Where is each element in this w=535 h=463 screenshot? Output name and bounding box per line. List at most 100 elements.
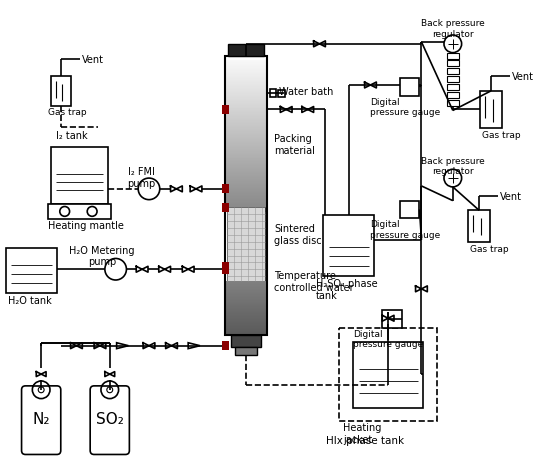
Bar [226, 143, 265, 144]
Bar [226, 287, 265, 288]
Bar [226, 191, 265, 192]
Bar [226, 133, 265, 134]
Text: H₂O tank: H₂O tank [8, 296, 51, 306]
Bar [226, 320, 265, 321]
Bar [226, 105, 265, 106]
Bar [222, 184, 229, 193]
Bar [227, 207, 265, 281]
FancyBboxPatch shape [90, 386, 129, 455]
Bar [226, 333, 265, 334]
Bar [226, 164, 265, 165]
Bar [226, 88, 265, 89]
Bar [226, 99, 265, 100]
Bar [226, 67, 265, 69]
Text: Digital
pressure gauge: Digital pressure gauge [370, 220, 441, 240]
Bar [226, 194, 265, 195]
Bar [447, 53, 458, 58]
Bar [226, 325, 265, 326]
Bar [226, 107, 265, 109]
Circle shape [444, 35, 462, 53]
Bar [226, 130, 265, 131]
Bar [226, 316, 265, 317]
Bar [226, 315, 265, 316]
Bar [226, 178, 265, 179]
Bar [447, 92, 458, 98]
Bar [226, 159, 265, 161]
Bar [226, 182, 265, 183]
Text: I₂ tank: I₂ tank [56, 131, 88, 141]
Bar [226, 128, 265, 129]
Bar [226, 147, 265, 148]
Bar [51, 76, 71, 106]
Text: I₂ FMI
pump: I₂ FMI pump [127, 167, 155, 189]
Bar [226, 317, 265, 319]
Bar [222, 262, 229, 271]
Bar [226, 64, 265, 65]
Bar [226, 179, 265, 180]
Bar [226, 85, 265, 86]
Bar [226, 76, 265, 77]
Bar [226, 169, 265, 170]
Bar [226, 92, 265, 93]
Bar [226, 134, 265, 135]
Bar [226, 330, 265, 331]
Bar [226, 126, 265, 127]
Text: Temperature
controlled water: Temperature controlled water [274, 271, 354, 293]
Bar [226, 196, 265, 197]
Bar [226, 198, 265, 199]
Bar [226, 185, 265, 186]
Circle shape [38, 387, 44, 393]
Bar [226, 324, 265, 325]
Bar [226, 170, 265, 171]
Text: H₂SO₄ phase
tank: H₂SO₄ phase tank [316, 279, 377, 300]
Bar [226, 327, 265, 328]
Bar [226, 112, 265, 113]
Bar [226, 286, 265, 287]
Bar [226, 199, 265, 200]
Bar [226, 144, 265, 145]
Bar [226, 189, 265, 190]
Bar [226, 81, 265, 82]
Bar [480, 91, 502, 128]
Bar [226, 186, 265, 187]
Bar [226, 188, 265, 189]
Bar [226, 78, 265, 79]
Bar [226, 137, 265, 138]
Circle shape [87, 206, 97, 216]
Bar [226, 77, 265, 78]
Bar [226, 319, 265, 320]
Bar [226, 100, 265, 102]
Bar [235, 347, 257, 355]
Bar [226, 75, 265, 76]
Text: Vent: Vent [500, 192, 522, 202]
Bar [226, 153, 265, 154]
Bar [226, 165, 265, 166]
Bar [226, 209, 265, 211]
Bar [226, 208, 265, 210]
Bar [400, 200, 419, 218]
Bar [226, 100, 265, 101]
Bar [226, 328, 265, 329]
Bar [226, 87, 265, 88]
Text: Back pressure
regulator: Back pressure regulator [421, 156, 485, 176]
Bar [226, 151, 265, 153]
Bar [228, 44, 264, 56]
Bar [226, 119, 265, 120]
Bar [226, 125, 265, 126]
Bar [226, 163, 265, 164]
Bar [226, 167, 265, 169]
Bar [226, 155, 265, 156]
Text: Heating mantle: Heating mantle [48, 221, 124, 231]
Bar [226, 177, 265, 178]
Circle shape [138, 178, 160, 200]
Bar [226, 149, 265, 150]
Text: HIx phase tank: HIx phase tank [325, 436, 403, 446]
Bar [226, 108, 265, 110]
Bar [226, 190, 265, 191]
Circle shape [60, 206, 70, 216]
Bar [222, 265, 229, 274]
Bar [226, 129, 265, 130]
Bar [226, 285, 265, 286]
Bar [324, 215, 374, 276]
Bar [226, 292, 265, 293]
